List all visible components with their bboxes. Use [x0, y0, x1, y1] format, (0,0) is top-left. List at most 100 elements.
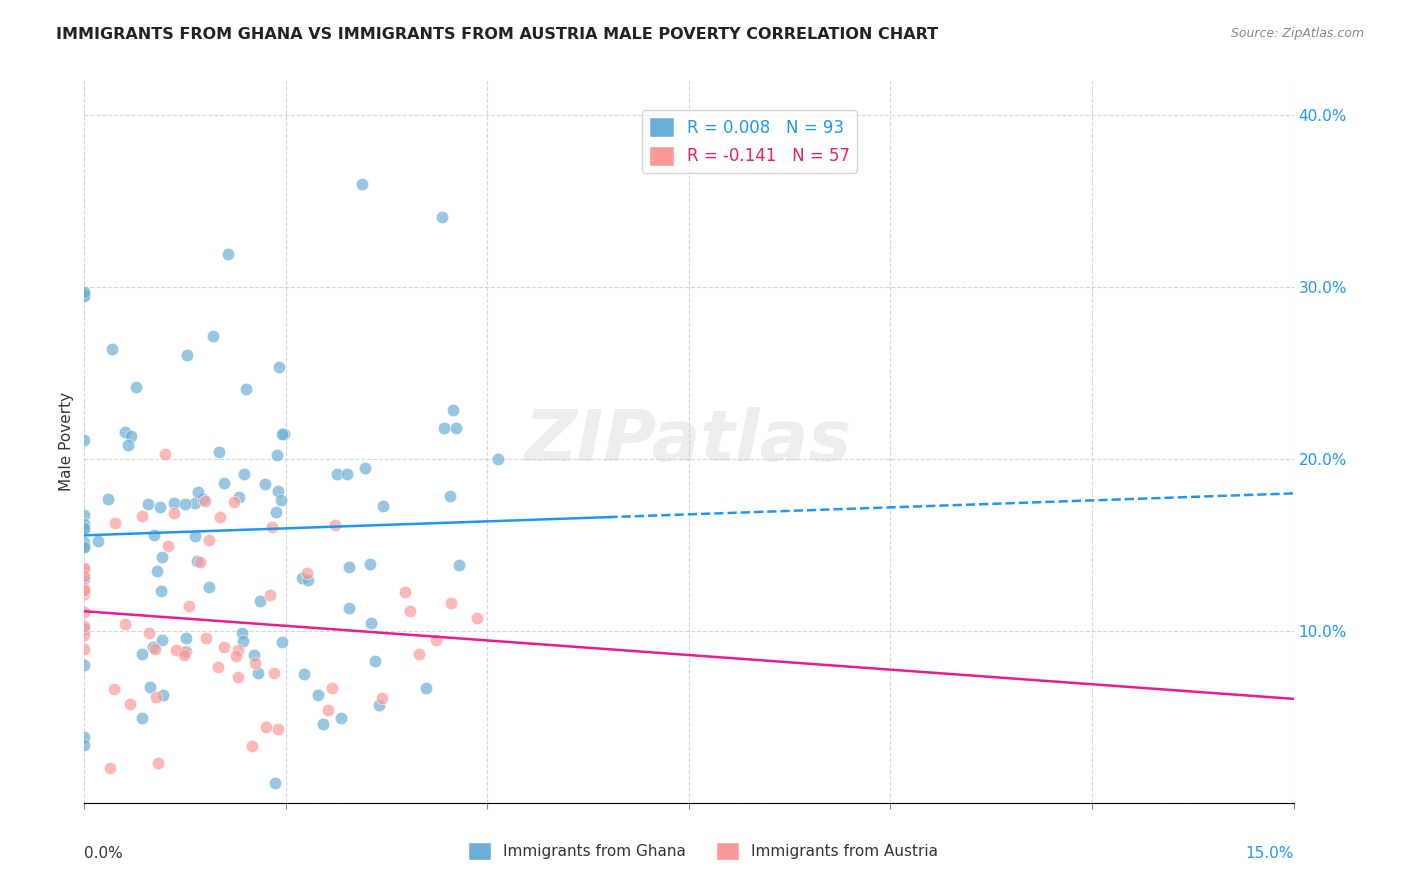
Point: [408, 648, 430, 662]
Point: [266, 484, 288, 499]
Point: [73, 433, 96, 447]
Point: [73, 534, 96, 549]
Point: [207, 660, 229, 674]
Point: [73, 561, 96, 575]
Point: [226, 670, 249, 684]
Point: [173, 497, 195, 511]
Point: [352, 178, 374, 192]
Point: [142, 640, 165, 655]
Text: IMMIGRANTS FROM GHANA VS IMMIGRANTS FROM AUSTRIA MALE POVERTY CORRELATION CHART: IMMIGRANTS FROM GHANA VS IMMIGRANTS FROM…: [56, 27, 938, 42]
Point: [217, 246, 239, 260]
Point: [194, 493, 217, 508]
Point: [273, 426, 295, 441]
Point: [125, 380, 148, 394]
Legend: Immigrants from Ghana, Immigrants from Austria: Immigrants from Ghana, Immigrants from A…: [461, 836, 945, 866]
Point: [86, 533, 108, 548]
Point: [152, 689, 174, 703]
Point: [254, 720, 277, 734]
Point: [162, 496, 184, 510]
Point: [131, 711, 153, 725]
Point: [440, 596, 463, 610]
Point: [325, 467, 347, 482]
Point: [329, 711, 352, 725]
Point: [150, 633, 173, 648]
Point: [371, 499, 394, 513]
Point: [371, 691, 394, 706]
Point: [73, 561, 96, 575]
Point: [222, 494, 245, 508]
Point: [209, 509, 232, 524]
Point: [336, 467, 359, 482]
Point: [212, 640, 235, 655]
Point: [266, 505, 288, 519]
Point: [188, 555, 211, 569]
Point: [271, 427, 294, 442]
Point: [73, 642, 96, 657]
Point: [73, 618, 96, 632]
Point: [73, 540, 96, 554]
Point: [295, 566, 318, 581]
Point: [184, 529, 207, 543]
Point: [321, 681, 343, 695]
Point: [232, 467, 254, 481]
Point: [439, 489, 461, 503]
Point: [73, 521, 96, 535]
Point: [394, 585, 416, 599]
Point: [73, 289, 96, 303]
Point: [114, 617, 136, 632]
Point: [136, 496, 159, 510]
Point: [297, 573, 319, 587]
Point: [73, 731, 96, 745]
Point: [173, 645, 195, 659]
Point: [179, 599, 201, 614]
Point: [228, 490, 250, 504]
Point: [118, 698, 141, 712]
Point: [364, 654, 387, 668]
Point: [117, 438, 139, 452]
Point: [73, 286, 96, 301]
Point: [465, 611, 488, 625]
Point: [312, 717, 335, 731]
Point: [176, 349, 198, 363]
Point: [198, 533, 221, 547]
Point: [104, 516, 127, 531]
Point: [191, 491, 214, 506]
Point: [73, 572, 96, 586]
Point: [73, 569, 96, 583]
Point: [150, 583, 173, 598]
Point: [120, 429, 142, 443]
Point: [243, 657, 266, 671]
Point: [290, 571, 312, 585]
Legend: R = 0.008   N = 93, R = -0.141   N = 57: R = 0.008 N = 93, R = -0.141 N = 57: [643, 111, 856, 173]
Point: [447, 558, 470, 572]
Point: [103, 681, 125, 696]
Point: [131, 647, 153, 661]
Point: [145, 690, 167, 705]
Text: 0.0%: 0.0%: [84, 847, 124, 861]
Text: 15.0%: 15.0%: [1246, 847, 1294, 861]
Point: [270, 493, 292, 508]
Point: [292, 666, 315, 681]
Point: [249, 594, 271, 608]
Point: [228, 643, 250, 657]
Point: [225, 648, 247, 663]
Point: [149, 500, 172, 514]
Point: [73, 523, 96, 537]
Text: Source: ZipAtlas.com: Source: ZipAtlas.com: [1230, 27, 1364, 40]
Point: [259, 588, 281, 602]
Point: [73, 285, 96, 300]
Point: [174, 644, 197, 658]
Point: [240, 739, 263, 753]
Point: [307, 688, 329, 702]
Point: [433, 421, 456, 435]
Point: [73, 540, 96, 554]
Point: [235, 382, 257, 396]
Point: [155, 447, 177, 461]
Point: [143, 528, 166, 542]
Point: [208, 444, 231, 458]
Point: [156, 540, 179, 554]
Point: [73, 517, 96, 532]
Point: [73, 605, 96, 619]
Point: [360, 615, 382, 630]
Point: [173, 648, 195, 662]
